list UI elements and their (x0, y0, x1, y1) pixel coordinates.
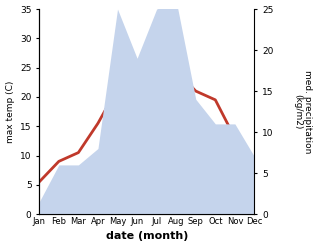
Y-axis label: max temp (C): max temp (C) (5, 80, 15, 143)
Y-axis label: med. precipitation
(kg/m2): med. precipitation (kg/m2) (293, 70, 313, 153)
X-axis label: date (month): date (month) (106, 231, 188, 242)
